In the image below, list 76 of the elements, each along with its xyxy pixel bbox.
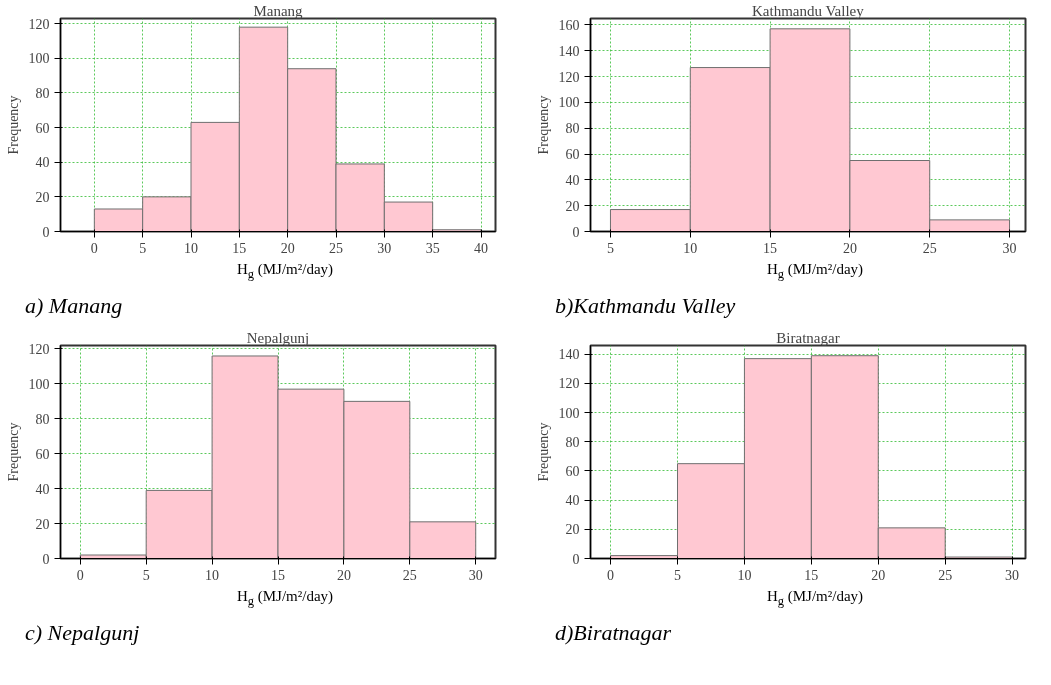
x-tick-label: 20 bbox=[280, 240, 295, 256]
y-tick-label: 100 bbox=[558, 95, 580, 111]
y-axis-title: Frequency bbox=[535, 422, 551, 482]
y-tick-label: 140 bbox=[558, 347, 580, 363]
y-tick-label: 100 bbox=[28, 51, 50, 67]
x-tick-label: 5 bbox=[674, 567, 681, 583]
y-tick-label: 20 bbox=[565, 198, 580, 214]
y-tick-label: 120 bbox=[558, 69, 580, 85]
y-tick-label: 20 bbox=[565, 522, 580, 538]
x-tick-label: 15 bbox=[763, 240, 778, 256]
x-tick-label: 35 bbox=[425, 240, 440, 256]
x-tick-label: 5 bbox=[606, 240, 614, 256]
y-tick-label: 60 bbox=[565, 463, 580, 479]
y-tick-label: 60 bbox=[35, 120, 50, 136]
text: b)Kathmandu Valley bbox=[555, 292, 736, 320]
x-tick-label: 20 bbox=[871, 567, 886, 583]
x-tick-label: 30 bbox=[377, 240, 392, 256]
y-axis-title: Frequency bbox=[5, 422, 21, 482]
y-tick-label: 20 bbox=[35, 189, 50, 205]
y-tick-label: 40 bbox=[565, 172, 580, 188]
x-tick-label: 20 bbox=[336, 567, 351, 583]
x-tick-label: 10 bbox=[683, 240, 698, 256]
x-tick-label: 30 bbox=[1005, 567, 1020, 583]
x-tick-label: 5 bbox=[139, 240, 147, 256]
y-tick-label: 100 bbox=[28, 376, 50, 392]
x-axis-title: H$_{g}$ (MJ/m²/day) bbox=[236, 260, 334, 283]
x-tick-label: 30 bbox=[468, 567, 483, 583]
x-tick-label: 25 bbox=[938, 567, 953, 583]
x-axis-title: H$_{g}$ (MJ/m²/day) bbox=[766, 587, 864, 610]
x-tick-label: 10 bbox=[184, 240, 198, 256]
x-tick-label: 25 bbox=[922, 240, 937, 256]
y-tick-label: 120 bbox=[558, 376, 580, 392]
text: a) Manang bbox=[25, 292, 123, 320]
text: d)Biratnagar bbox=[555, 619, 672, 647]
y-tick-label: 80 bbox=[35, 85, 50, 101]
y-tick-label: 0 bbox=[572, 551, 580, 567]
x-tick-label: 10 bbox=[737, 567, 752, 583]
y-tick-label: 0 bbox=[42, 224, 50, 240]
x-tick-label: 40 bbox=[474, 240, 488, 256]
chart-title: Manang bbox=[253, 2, 304, 19]
y-tick-label: 20 bbox=[35, 516, 50, 532]
y-tick-label: 80 bbox=[35, 411, 50, 427]
y-tick-label: 80 bbox=[565, 121, 580, 137]
y-tick-label: 140 bbox=[558, 43, 580, 59]
x-axis-title: H$_{g}$ (MJ/m²/day) bbox=[236, 587, 334, 610]
x-tick-label: 5 bbox=[142, 567, 150, 583]
y-tick-label: 0 bbox=[572, 224, 580, 240]
x-tick-label: 10 bbox=[205, 567, 220, 583]
y-tick-label: 40 bbox=[35, 481, 50, 497]
text: c) Nepalgunj bbox=[25, 619, 140, 647]
chart-title: Kathmandu Valley bbox=[751, 2, 865, 19]
x-tick-label: 15 bbox=[232, 240, 247, 256]
x-tick-label: 25 bbox=[402, 567, 417, 583]
chart-title: Biratnagar bbox=[776, 329, 840, 346]
x-tick-label: 20 bbox=[842, 240, 857, 256]
y-tick-label: 0 bbox=[42, 551, 50, 567]
y-axis-title: Frequency bbox=[5, 95, 21, 155]
y-axis-title: Frequency bbox=[535, 95, 551, 155]
y-tick-label: 40 bbox=[565, 493, 580, 509]
x-axis-title: H$_{g}$ (MJ/m²/day) bbox=[766, 260, 864, 283]
y-tick-label: 60 bbox=[565, 147, 580, 163]
x-tick-label: 15 bbox=[271, 567, 285, 583]
x-tick-label: 0 bbox=[607, 567, 615, 583]
y-tick-label: 60 bbox=[35, 446, 50, 462]
y-tick-label: 120 bbox=[28, 16, 50, 32]
x-tick-label: 0 bbox=[90, 240, 98, 256]
y-tick-label: 160 bbox=[558, 17, 580, 33]
x-tick-label: 15 bbox=[804, 567, 819, 583]
y-tick-label: 100 bbox=[558, 405, 580, 421]
y-tick-label: 40 bbox=[35, 155, 50, 171]
x-tick-label: 30 bbox=[1002, 240, 1017, 256]
x-tick-label: 25 bbox=[329, 240, 343, 256]
y-tick-label: 120 bbox=[28, 341, 50, 357]
x-tick-label: 0 bbox=[76, 567, 84, 583]
chart-title: Nepalgunj bbox=[246, 329, 310, 346]
y-tick-label: 80 bbox=[565, 434, 580, 450]
